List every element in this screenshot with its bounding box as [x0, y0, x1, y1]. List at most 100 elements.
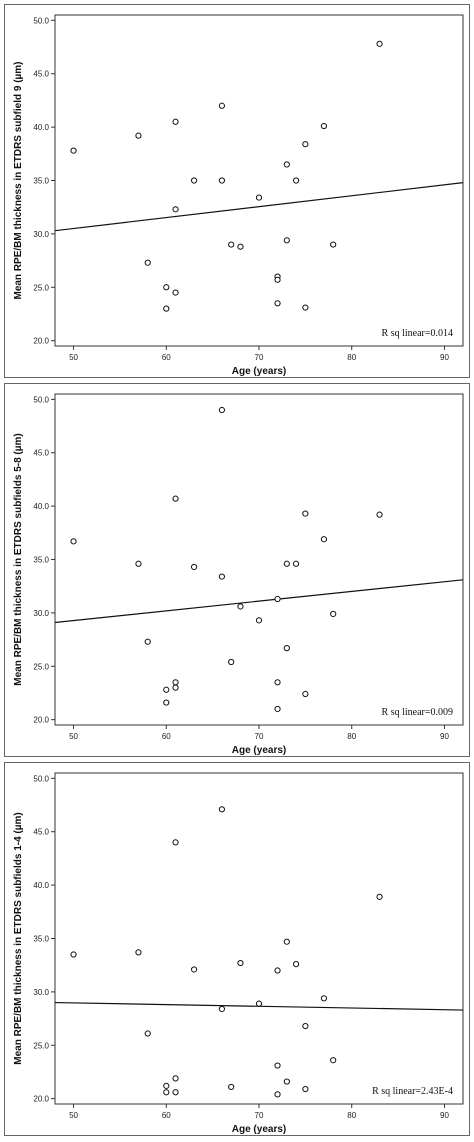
data-point [283, 560, 290, 567]
scatter-panel-subfields-1-4: 20.0 25.0 30.0 35.0 40.0 45.0 50.0 50 60 70 80 90 Ag… [4, 762, 470, 1136]
x-axis-label: Age (years) [232, 745, 286, 756]
x-tick-label: 80 [347, 353, 356, 362]
data-point [255, 617, 263, 624]
data-point [228, 1083, 235, 1091]
x-tick-label: 50 [69, 732, 78, 741]
data-point [255, 1000, 263, 1007]
x-tick-label: 50 [69, 353, 78, 362]
data-point [274, 679, 281, 686]
data-point [292, 961, 300, 968]
data-point [135, 949, 142, 956]
data-point [302, 510, 309, 517]
data-point [218, 102, 226, 109]
data-point [237, 243, 244, 250]
y-tick-label: 35.0 [33, 556, 49, 565]
data-point [70, 951, 77, 958]
x-axis-label: Age (years) [232, 1124, 286, 1135]
data-point [190, 563, 198, 571]
x-tick-label: 90 [440, 353, 449, 362]
y-tick-label: 45.0 [33, 70, 49, 79]
x-tick-label: 60 [162, 1111, 171, 1120]
data-point [135, 560, 142, 567]
r-squared-annotation: R sq linear=2.43E-4 [372, 1086, 453, 1097]
data-point [163, 686, 170, 693]
data-point [163, 1089, 170, 1096]
data-point [70, 538, 77, 545]
x-tick-label: 60 [162, 732, 171, 741]
y-axis-label: Mean RPE/BM thickness in ETDRS subfields… [13, 812, 24, 1064]
data-point [190, 966, 198, 973]
data-point [330, 241, 337, 248]
data-point [172, 679, 179, 686]
y-tick-label: 35.0 [33, 935, 49, 944]
x-tick-label: 70 [255, 353, 264, 362]
x-tick-label: 90 [440, 732, 449, 741]
scatter-chart-subfields-5-8: 20.0 25.0 30.0 35.0 40.0 45.0 50.0 50 60 70 80 90 Ag… [13, 393, 464, 756]
data-point [172, 684, 179, 691]
data-point [228, 658, 235, 666]
y-axis-label: Mean RPE/BM thickness in ETDRS subfields… [13, 433, 24, 685]
data-point [144, 259, 151, 266]
data-point [135, 132, 142, 139]
data-point [302, 304, 309, 311]
data-point [218, 406, 226, 414]
data-point [218, 573, 226, 580]
y-tick-label: 50.0 [33, 16, 49, 25]
data-point [292, 177, 300, 184]
x-tick-label: 50 [69, 1111, 78, 1120]
x-tick-label: 70 [255, 732, 264, 741]
data-point [274, 967, 281, 974]
data-point [274, 705, 281, 713]
data-point [218, 806, 226, 813]
data-point [172, 1089, 179, 1096]
data-point [144, 638, 151, 645]
data-point [163, 699, 170, 706]
r-squared-annotation: R sq linear=0.009 [382, 707, 453, 718]
data-point [274, 300, 281, 307]
y-tick-label: 25.0 [33, 662, 49, 671]
data-point [283, 1078, 290, 1085]
plot-area-frame [54, 772, 464, 1105]
plot-area-frame [54, 14, 464, 347]
data-point [302, 141, 309, 148]
y-tick-label: 40.0 [33, 881, 49, 890]
data-point [172, 1075, 179, 1082]
scatter-panel-subfields-5-8: 20.0 25.0 30.0 35.0 40.0 45.0 50.0 50 60 70 80 90 Ag… [4, 383, 470, 757]
data-point [163, 284, 170, 291]
x-tick-label: 80 [347, 1111, 356, 1120]
data-point [320, 995, 328, 1002]
y-tick-label: 20.0 [33, 716, 49, 725]
x-tick-label: 60 [162, 353, 171, 362]
data-point [172, 495, 179, 502]
y-tick-label: 45.0 [33, 449, 49, 458]
scatter-chart-subfield-9: 20.0 25.0 30.0 35.0 40.0 45.0 50.0 50 60 70 80 90 Ag… [13, 14, 464, 377]
data-point [172, 839, 179, 846]
data-point [172, 289, 179, 296]
y-tick-label: 50.0 [33, 774, 49, 783]
y-tick-label: 30.0 [33, 230, 49, 239]
data-point [320, 536, 328, 543]
x-axis-label: Age (years) [232, 366, 286, 377]
data-point [292, 560, 300, 567]
data-point [255, 194, 263, 201]
y-tick-label: 50.0 [33, 395, 49, 404]
y-tick-label: 35.0 [33, 177, 49, 186]
data-point [302, 1022, 309, 1030]
data-point [70, 147, 77, 154]
x-tick-label: 80 [347, 732, 356, 741]
y-tick-label: 45.0 [33, 828, 49, 837]
data-point [274, 1091, 281, 1098]
y-tick-label: 30.0 [33, 988, 49, 997]
data-point [302, 690, 309, 698]
data-point [190, 177, 198, 184]
scatter-chart-subfields-1-4: 20.0 25.0 30.0 35.0 40.0 45.0 50.0 50 60 70 80 90 Ag… [13, 772, 464, 1135]
data-point [283, 645, 290, 652]
y-tick-label: 40.0 [33, 123, 49, 132]
scatter-panel-subfield-9: 20.0 25.0 30.0 35.0 40.0 45.0 50.0 50 60 70 80 90 Ag… [4, 4, 470, 378]
data-point [320, 122, 328, 130]
y-tick-label: 20.0 [33, 337, 49, 346]
data-point [163, 1082, 170, 1089]
data-point [144, 1030, 151, 1037]
data-point [376, 893, 383, 900]
